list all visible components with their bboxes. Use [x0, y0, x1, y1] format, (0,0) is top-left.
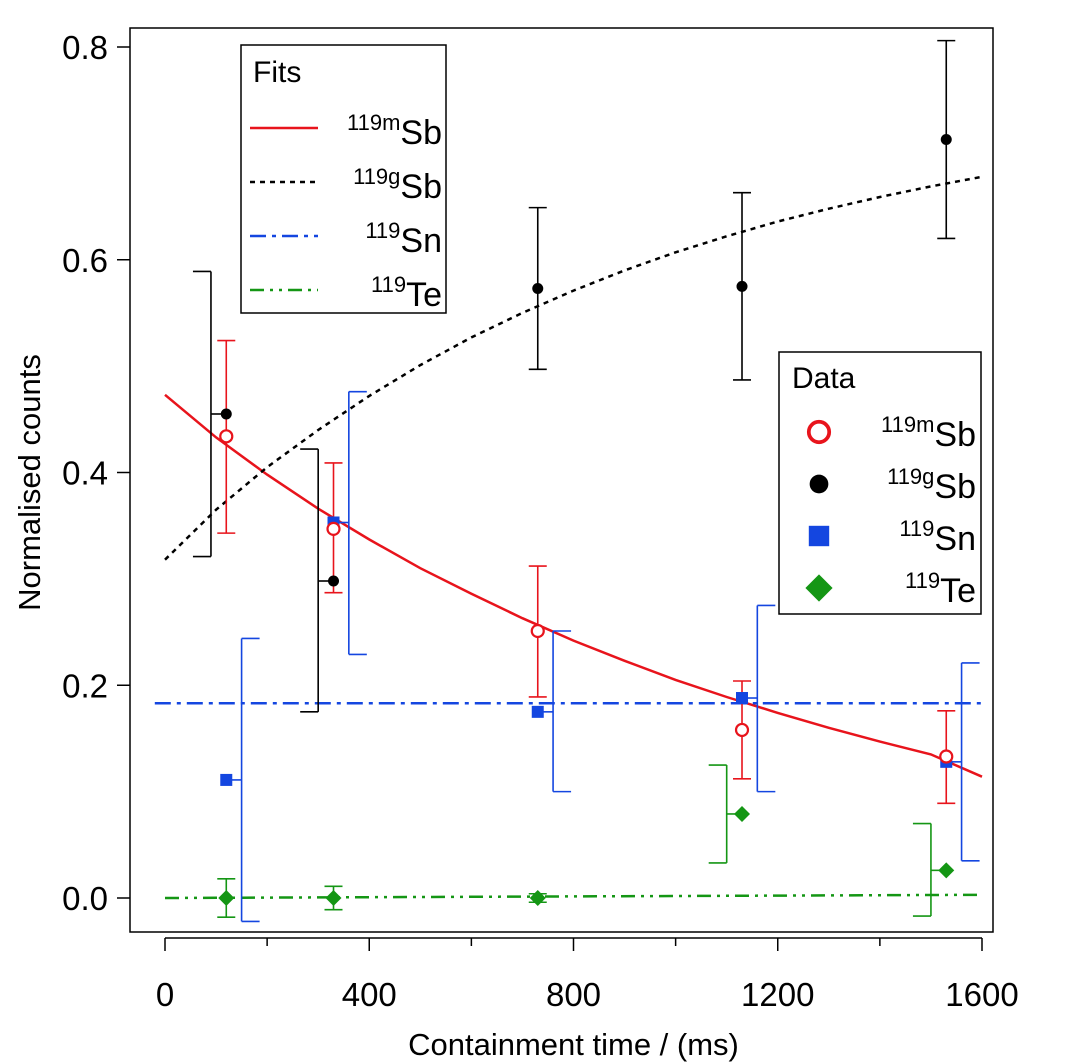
- x-tick-label: 1600: [945, 976, 1018, 1013]
- legend-data-label-sb119m: 119mSb: [881, 412, 976, 454]
- error-bar-sn119: [537, 630, 572, 793]
- legend-fits-label-sn119: 119Sn: [365, 218, 442, 260]
- y-tick-label: 0.2: [62, 667, 108, 704]
- legend-fits-title: Fits: [253, 56, 301, 89]
- data-point-sb119m: [326, 521, 341, 536]
- legend-label-base: Sn: [400, 222, 442, 260]
- x-tick-label: 800: [546, 976, 601, 1013]
- legend-data-marker-sb119g: [809, 474, 829, 494]
- legend-label-sup: 119m: [881, 412, 934, 437]
- fit-line-sb119g: [164, 175, 983, 561]
- data-point-sb119g: [532, 282, 544, 294]
- legend-data-marker-sn119: [808, 525, 830, 547]
- fit-curves: [154, 175, 983, 900]
- y-tick-label: 0.6: [62, 242, 108, 279]
- legend-label-base: Te: [406, 276, 442, 314]
- x-tick-label: 0: [156, 976, 174, 1013]
- fit-line-sb119m: [164, 393, 983, 778]
- data-point-sb119g: [328, 575, 340, 587]
- error-bar-sb119g: [300, 448, 334, 713]
- data-point-sb119m: [939, 749, 954, 764]
- legend-label-base: Sb: [934, 468, 976, 506]
- y-tick-label: 0.0: [62, 880, 108, 917]
- legend-label-base: Sb: [400, 168, 442, 206]
- legend-label-base: Sb: [400, 114, 442, 152]
- legend-fits-label-sb119g: 119gSb: [353, 164, 442, 206]
- legend-label-sup: 119m: [347, 110, 400, 135]
- data-point-sb119g: [220, 408, 232, 420]
- legend-data-label-te119: 119Te: [905, 568, 976, 610]
- data-point-sb119m: [219, 429, 234, 444]
- legend-label-sup: 119: [899, 516, 934, 541]
- data-point-te119: [529, 890, 546, 906]
- x-axis-title: Containment time / (ms): [408, 1027, 739, 1062]
- fit-line-te119: [164, 893, 983, 900]
- data-point-sn119: [531, 705, 544, 718]
- y-tick-label: 0.8: [62, 29, 108, 66]
- legend-fits-box: [240, 44, 447, 314]
- y-axis-title: Normalised counts: [12, 354, 47, 611]
- legend-data-marker-te119: [805, 574, 833, 602]
- x-tick-label: 1200: [741, 976, 814, 1013]
- data-point-sb119g: [940, 134, 952, 146]
- data-point-sb119m: [734, 722, 750, 738]
- data-point-te119: [938, 862, 955, 879]
- legend-label-base: Te: [940, 572, 976, 610]
- plot-frame: [129, 27, 994, 933]
- legend-label-sup: 119g: [353, 164, 400, 189]
- legend-fits-label-te119: 119Te: [371, 272, 442, 314]
- data-point-te119: [734, 805, 751, 822]
- data-point-te119: [218, 890, 235, 906]
- legend-label-base: Sb: [934, 416, 976, 454]
- legend-data-marker-sb119m: [806, 419, 832, 445]
- legend-label-sup: 119: [371, 272, 406, 297]
- data-point-sb119m: [530, 623, 545, 639]
- data-point-sn119: [220, 773, 233, 786]
- legend-fits-label-sb119m: 119mSb: [347, 110, 442, 152]
- error-bar-sn119: [333, 390, 367, 656]
- legend-label-sup: 119: [905, 568, 940, 593]
- data-point-sb119g: [736, 280, 748, 292]
- legend-data-title: Data: [792, 362, 856, 395]
- legend-data-label-sb119g: 119gSb: [887, 464, 976, 506]
- legend-label-sup: 119g: [887, 464, 934, 489]
- y-tick-label: 0.4: [62, 455, 108, 492]
- legend-label-sup: 119: [365, 218, 400, 243]
- legend-label-base: Sn: [934, 520, 976, 558]
- x-tick-label: 400: [342, 976, 397, 1013]
- legend-data-label-sn119: 119Sn: [899, 516, 976, 558]
- data-point-sn119: [736, 692, 749, 705]
- data-point-te119: [325, 890, 342, 906]
